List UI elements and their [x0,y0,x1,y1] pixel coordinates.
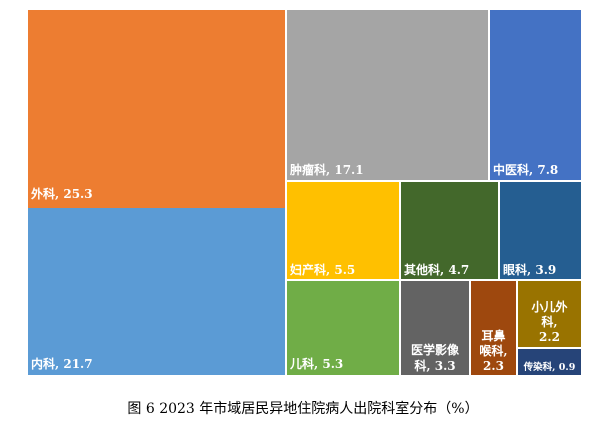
treemap-cell-label: 内科, 21.7 [31,356,93,371]
treemap-cell-rect [490,10,581,180]
treemap-cell-rect [518,281,581,347]
treemap-cell-label: 耳鼻 [481,328,505,343]
treemap-cell-label: 传染科, 0.9 [523,361,576,373]
treemap-cell-label: 外科, 25.3 [31,186,93,201]
treemap-cell-label: 2.3 [483,359,504,373]
treemap-cell-rect [287,281,399,375]
treemap-cell: 传染科, 0.9 [518,349,581,375]
treemap-cell-label: 喉科, [479,343,507,358]
treemap-cell: 肿瘤科, 17.1 [287,10,488,180]
treemap-cell-rect [287,10,488,180]
treemap-cell-label: 科, 3.3 [414,358,455,373]
treemap-cell: 眼科, 3.9 [500,182,581,279]
treemap-cell-label: 肿瘤科, 17.1 [290,162,364,177]
treemap-cell-label: 眼科, 3.9 [503,262,556,277]
treemap-cell-label: 妇产科, 5.5 [289,262,355,277]
treemap-cell-rect [518,349,581,375]
treemap-cell-rect [500,182,581,279]
treemap-cell: 中医科, 7.8 [490,10,581,180]
treemap-cell-label: 小儿外 [531,299,567,314]
treemap-cell: 妇产科, 5.5 [287,182,399,279]
treemap-cell-label: 2.2 [539,330,560,344]
treemap-cell-rect [471,281,516,375]
treemap-cell: 内科, 21.7 [28,208,285,375]
treemap-cell-rect [287,182,399,279]
treemap-cell-label: 中医科, 7.8 [493,162,558,177]
treemap-cell-label: 儿科, 5.3 [289,356,343,371]
treemap-cell-label: 其他科, 4.7 [404,262,469,277]
treemap-cell-rect [28,10,285,208]
figure-caption: 图 6 2023 年市域居民异地住院病人出院科室分布（%） [127,401,479,417]
treemap-cell: 其他科, 4.7 [401,182,498,279]
treemap-cell-rect [401,182,498,279]
treemap-cell: 外科, 25.3 [28,10,285,208]
treemap-cell-rect [28,208,285,375]
treemap-cell-label: 医学影像 [411,342,460,357]
treemap-cell-label: 科, [541,314,557,329]
treemap-cell-rect [401,281,469,375]
treemap-cell: 儿科, 5.3 [287,281,399,375]
